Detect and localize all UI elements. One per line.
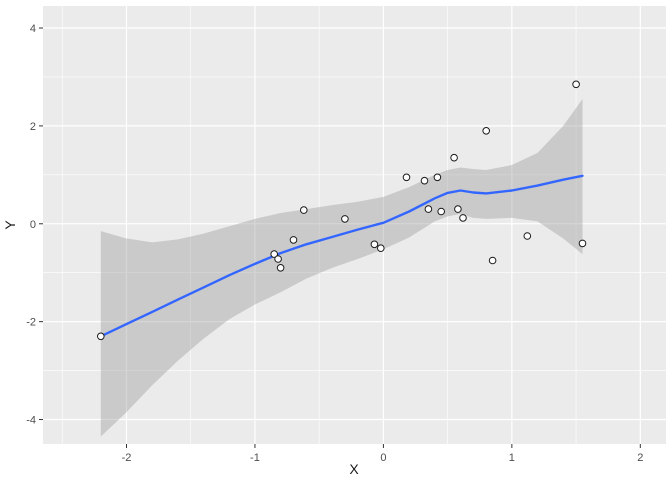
data-point	[289, 236, 298, 244]
data-point	[523, 232, 532, 240]
smooth-line	[99, 174, 584, 338]
x-tick-label: 0	[380, 452, 386, 464]
data-point	[482, 127, 491, 135]
data-point	[420, 176, 429, 185]
data-point	[274, 255, 282, 263]
data-point	[578, 239, 587, 248]
x-tick-label: 2	[637, 452, 643, 464]
data-point	[433, 173, 442, 182]
y-tick-label: 0	[30, 219, 36, 231]
data-point	[572, 80, 580, 89]
data-point	[377, 244, 385, 252]
y-tick-label: 4	[30, 23, 36, 35]
data-point	[276, 264, 285, 272]
x-tick-label: 1	[509, 452, 515, 464]
x-tick-label: -1	[250, 452, 260, 464]
data-point	[488, 256, 497, 265]
data-point	[300, 206, 308, 214]
data-point	[450, 153, 458, 162]
x-tick-label: -2	[122, 452, 132, 464]
y-tick-label: -2	[26, 317, 36, 329]
data-point	[424, 205, 433, 213]
data-point	[341, 215, 349, 223]
y-axis-title: Y	[2, 220, 18, 230]
data-point	[402, 173, 411, 182]
data-point	[459, 214, 467, 222]
data-point	[97, 332, 105, 341]
data-point	[454, 205, 462, 213]
x-axis-title: X	[349, 461, 359, 477]
y-tick-label: 2	[30, 121, 36, 133]
data-point	[370, 240, 379, 249]
plot-panel	[43, 6, 666, 444]
data-point	[270, 250, 279, 258]
y-tick-label: -4	[26, 415, 36, 427]
confidence-ribbon	[100, 98, 583, 437]
data-point	[437, 207, 446, 216]
